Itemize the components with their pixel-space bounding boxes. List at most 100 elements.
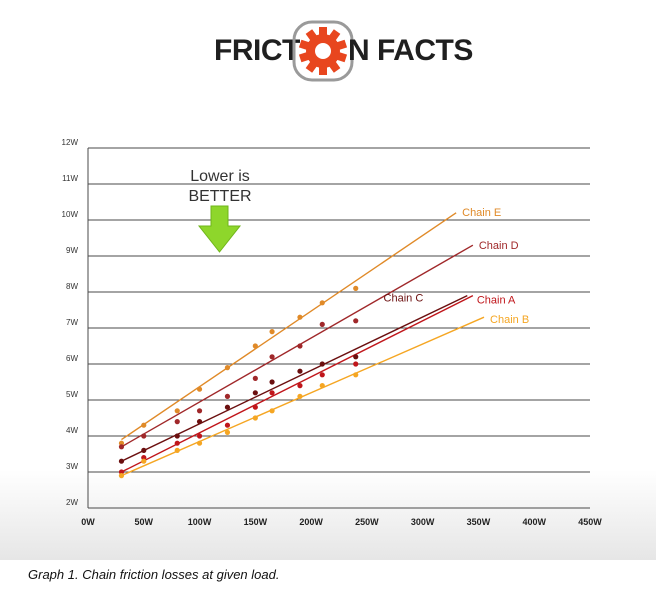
chart-floor bbox=[0, 470, 656, 560]
x-tick-label: 350W bbox=[467, 517, 491, 527]
down-arrow-icon bbox=[197, 205, 242, 253]
chain-d-point bbox=[224, 393, 231, 399]
chain-b-point bbox=[319, 383, 325, 389]
gear-shape bbox=[298, 27, 348, 75]
y-tick-label: 12W bbox=[62, 138, 79, 147]
chain-a-point bbox=[297, 383, 303, 389]
chain-d-point bbox=[118, 444, 125, 450]
chain-a-point bbox=[269, 390, 275, 396]
data-points bbox=[118, 285, 359, 479]
x-tick-label: 50W bbox=[135, 517, 154, 527]
chain-e-point bbox=[224, 365, 231, 371]
chain-a-point bbox=[353, 361, 359, 367]
chain-c-fit-line bbox=[121, 294, 468, 462]
chain-b-point bbox=[224, 429, 231, 435]
chain-c-point bbox=[118, 458, 125, 464]
chain-d-point bbox=[269, 354, 275, 360]
gear-tooth bbox=[319, 27, 327, 36]
chain-d-point bbox=[252, 375, 258, 381]
figure-caption: Graph 1. Chain friction losses at given … bbox=[28, 567, 280, 582]
series-labels: Chain E Chain D Chain C Chain A Chain B bbox=[384, 207, 530, 326]
fit-lines bbox=[121, 212, 485, 477]
chain-e-fit-line bbox=[121, 212, 457, 441]
y-tick-label: 7W bbox=[66, 318, 78, 327]
chain-e-point bbox=[269, 329, 275, 335]
chain-c-point bbox=[224, 404, 231, 410]
chain-e-point bbox=[141, 422, 147, 428]
chain-b-point bbox=[353, 372, 359, 378]
chain-b-fit-line bbox=[121, 316, 485, 477]
chain-a-fit-line bbox=[121, 294, 474, 473]
gear-chain-icon bbox=[292, 20, 354, 82]
chain-b-point bbox=[252, 415, 258, 421]
chain-c-point bbox=[141, 447, 147, 453]
chain-d-point bbox=[319, 321, 325, 327]
chain-b-point bbox=[141, 458, 147, 464]
chain-e-point bbox=[118, 440, 125, 446]
y-tick-label: 4W bbox=[66, 426, 78, 435]
y-tick-label: 10W bbox=[62, 210, 79, 219]
y-tick-label: 6W bbox=[66, 354, 78, 363]
x-tick-label: 100W bbox=[188, 517, 212, 527]
chain-b-point bbox=[269, 408, 275, 414]
chain-a-point bbox=[224, 422, 231, 428]
x-tick-label: 250W bbox=[355, 517, 379, 527]
x-axis-ticks: 0W 50W 100W 150W 200W 250W 300W 350W 400W 450W bbox=[81, 517, 602, 527]
logo: FRICT N FACTS bbox=[0, 0, 656, 110]
x-tick-label: 0W bbox=[81, 517, 95, 527]
chain-d-fit-line bbox=[121, 244, 474, 448]
chain-b-label: Chain B bbox=[490, 314, 529, 326]
chain-c-point bbox=[196, 419, 203, 425]
chain-c-label: Chain C bbox=[384, 293, 424, 305]
annotation-line1: Lower is bbox=[190, 168, 250, 185]
chain-b-point bbox=[196, 440, 203, 446]
chain-b-point bbox=[174, 447, 180, 453]
chain-c-point bbox=[269, 379, 275, 385]
chain-d-point bbox=[353, 318, 359, 324]
x-tick-label: 200W bbox=[299, 517, 323, 527]
chain-c-point bbox=[353, 354, 359, 360]
gridlines bbox=[87, 147, 590, 509]
y-tick-label: 9W bbox=[66, 246, 78, 255]
chain-a-point bbox=[319, 372, 325, 378]
y-tick-label: 8W bbox=[66, 282, 78, 291]
chain-links bbox=[292, 20, 354, 82]
chain-a-point bbox=[196, 433, 203, 439]
chain-a-point bbox=[141, 455, 147, 461]
gear-tooth bbox=[319, 66, 327, 75]
chain-b-point bbox=[297, 393, 303, 399]
y-tick-label: 2W bbox=[66, 498, 78, 507]
chain-a-point bbox=[252, 404, 258, 410]
logo-text-right: N FACTS bbox=[348, 34, 473, 67]
chain-d-point bbox=[174, 419, 180, 425]
chain-a-label: Chain A bbox=[477, 295, 516, 307]
y-tick-label: 11W bbox=[62, 174, 78, 183]
chain-c-point bbox=[252, 390, 258, 396]
chain-d-point bbox=[141, 433, 147, 439]
annotation-line2: BETTER bbox=[188, 188, 251, 205]
chain-e-point bbox=[252, 343, 258, 349]
x-tick-label: 300W bbox=[411, 517, 435, 527]
annotation: Lower is BETTER bbox=[188, 168, 252, 253]
x-tick-label: 400W bbox=[522, 517, 546, 527]
chain-d-point bbox=[297, 343, 303, 349]
chain-e-point bbox=[174, 408, 180, 414]
chain-c-point bbox=[174, 433, 180, 439]
y-tick-label: 5W bbox=[66, 390, 78, 399]
chain-b-point bbox=[118, 473, 125, 479]
x-tick-label: 450W bbox=[578, 517, 602, 527]
gear-hole bbox=[315, 43, 331, 59]
chain-e-point bbox=[297, 314, 303, 320]
chain-e-label: Chain E bbox=[462, 207, 501, 219]
chain-c-point bbox=[319, 361, 325, 367]
x-tick-label: 150W bbox=[244, 517, 268, 527]
y-tick-label: 3W bbox=[66, 462, 78, 471]
chain-a-point bbox=[174, 440, 180, 446]
logo-text-left: FRICT bbox=[214, 34, 300, 67]
chain-a-point bbox=[118, 469, 125, 475]
chain-e-point bbox=[196, 386, 203, 392]
chain-c-point bbox=[297, 368, 303, 374]
y-axis-ticks: 2W 3W 4W 5W 6W 7W 8W 9W 10W 11W 12W bbox=[62, 138, 79, 507]
chain-d-label: Chain D bbox=[479, 240, 519, 252]
